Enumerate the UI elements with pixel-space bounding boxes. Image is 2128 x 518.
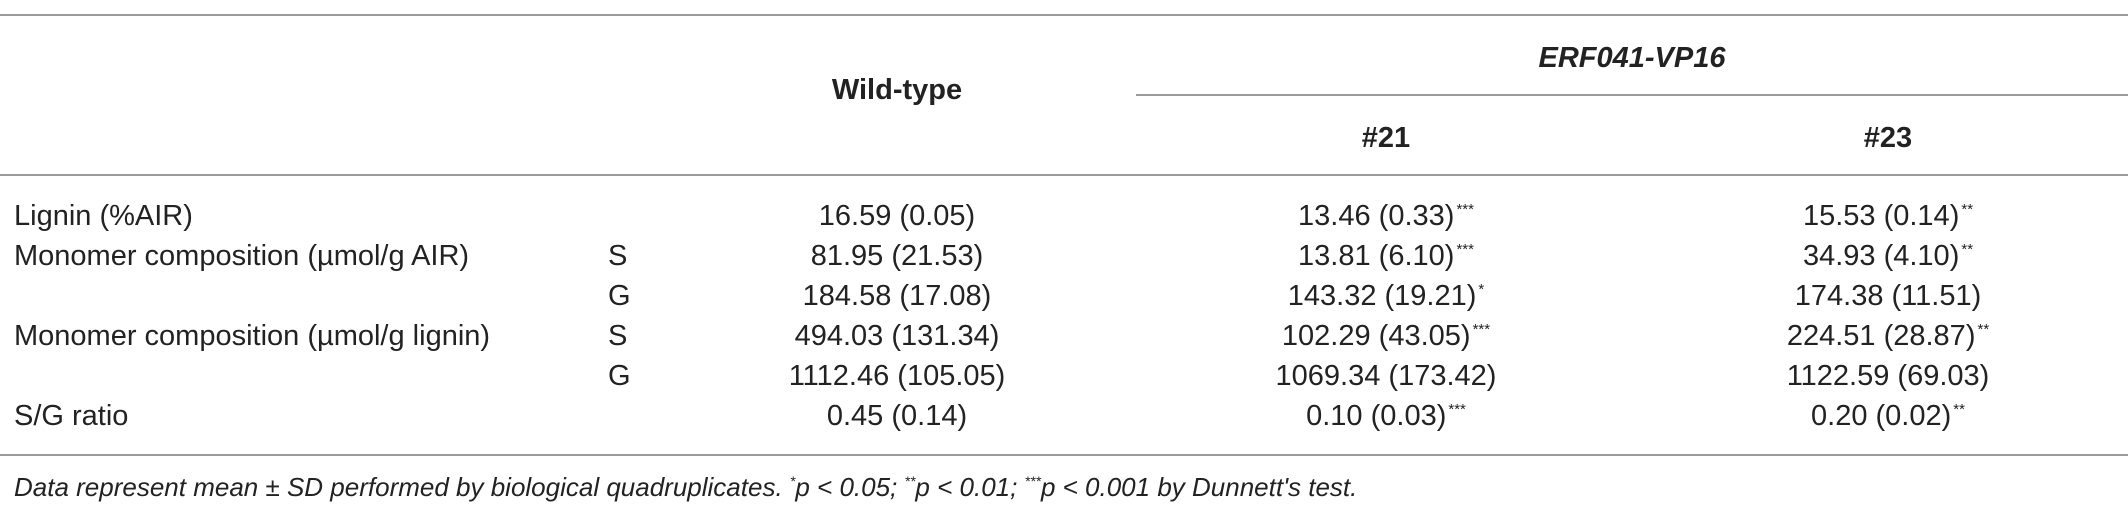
line23-value: 15.53 (0.14) ** <box>1802 200 1974 232</box>
table-footnote: Data represent mean ± SD performed by bi… <box>14 472 1358 502</box>
line23-value: 224.51 (28.87) ** <box>1786 320 1990 352</box>
line21-value: 0.10 (0.03) *** <box>1306 400 1466 432</box>
monomer-type: G <box>608 360 631 392</box>
footnote-sig-1: * <box>789 473 796 489</box>
line23-value: 1122.59 (69.03) <box>1786 360 1990 392</box>
wildtype-value: 16.59 (0.05) <box>818 200 976 232</box>
significance-marker: *** <box>1448 401 1466 418</box>
footnote-sig-3: *** <box>1024 473 1041 489</box>
header-erf041-vp16: ERF041-VP16 <box>1538 42 1726 74</box>
group-rule <box>1136 94 2128 96</box>
line21-value: 1069.34 (173.42) <box>1275 360 1497 392</box>
row-label: Monomer composition (µmol/g lignin) <box>14 320 491 352</box>
significance-marker: ** <box>1961 201 1974 218</box>
row-label: Lignin (%AIR) <box>14 200 193 232</box>
line21-value: 13.46 (0.33) *** <box>1298 200 1474 232</box>
monomer-type: S <box>608 240 628 272</box>
line21-value: 102.29 (43.05) *** <box>1281 320 1491 352</box>
significance-marker: * <box>1478 281 1485 298</box>
monomer-type: G <box>608 280 631 312</box>
line21-value: 13.81 (6.10) *** <box>1298 240 1474 272</box>
line23-value: 174.38 (11.51) <box>1794 280 1982 312</box>
significance-marker: *** <box>1472 321 1491 338</box>
footnote-sig-2: ** <box>904 473 916 489</box>
line23-value: 34.93 (4.10) ** <box>1802 240 1974 272</box>
wildtype-value: 81.95 (21.53) <box>810 240 984 272</box>
line23-value: 0.20 (0.02) ** <box>1811 400 1965 432</box>
significance-marker: *** <box>1456 241 1474 258</box>
wildtype-value: 494.03 (131.34) <box>794 320 1000 352</box>
table-bottom-rule <box>0 454 2128 456</box>
header-bottom-rule <box>0 174 2128 176</box>
wildtype-value: 1112.46 (105.05) <box>788 360 1006 392</box>
wildtype-value: 0.45 (0.14) <box>826 400 968 432</box>
significance-marker: ** <box>1977 321 1990 338</box>
row-label: Monomer composition (µmol/g AIR) <box>14 240 470 272</box>
row-label: S/G ratio <box>14 400 129 432</box>
top-rule <box>0 14 2128 16</box>
header-wildtype: Wild-type <box>831 74 963 106</box>
significance-marker: ** <box>1961 241 1974 258</box>
line21-value: 143.32 (19.21) * <box>1287 280 1485 312</box>
wildtype-value: 184.58 (17.08) <box>802 280 992 312</box>
monomer-type: S <box>608 320 628 352</box>
header-line-23: #23 <box>1863 122 1913 154</box>
header-line-21: #21 <box>1361 122 1411 154</box>
significance-marker: *** <box>1456 201 1474 218</box>
significance-marker: ** <box>1953 401 1965 418</box>
